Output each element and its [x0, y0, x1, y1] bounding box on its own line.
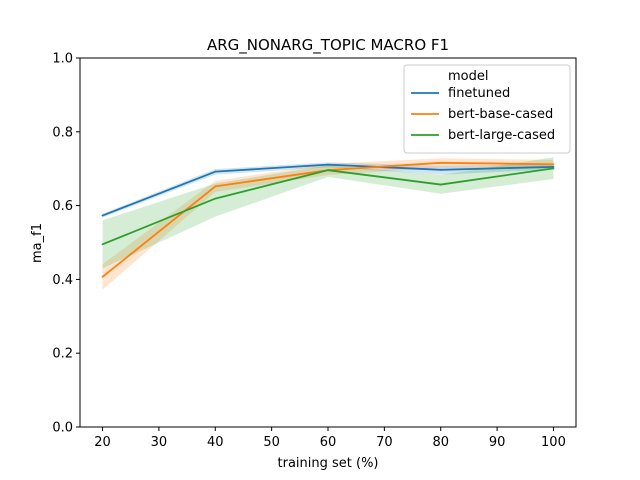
data-point-finetuned — [439, 168, 442, 171]
data-point-bert-large-cased — [327, 169, 329, 172]
x-tick-label: 90 — [489, 435, 506, 450]
series-lines — [101, 161, 555, 278]
legend-label: bert-base-cased — [448, 107, 553, 122]
confidence-band-bert-large-cased — [102, 157, 554, 269]
data-point-bert-base-cased — [101, 275, 104, 278]
y-tick-label: 0.2 — [52, 347, 73, 362]
legend-box — [403, 64, 571, 154]
x-axis-label: training set (%) — [278, 456, 379, 471]
data-point-bert-base-cased — [439, 161, 442, 164]
data-point-bert-large-cased — [101, 243, 104, 246]
data-point-finetuned — [101, 214, 104, 217]
x-tick-label: 20 — [94, 435, 111, 450]
x-tick-label: 80 — [432, 435, 449, 450]
chart-title: ARG_NONARG_TOPIC MACRO F1 — [207, 36, 449, 55]
y-tick-label: 0.8 — [52, 125, 73, 140]
y-tick-label: 0.6 — [52, 199, 73, 214]
x-tick-label: 60 — [320, 435, 337, 450]
x-tick-label: 70 — [376, 435, 393, 450]
y-tick-label: 0.0 — [52, 421, 73, 436]
legend-label: bert-large-cased — [448, 128, 555, 143]
x-tick-label: 30 — [151, 435, 168, 450]
data-point-bert-large-cased — [214, 197, 217, 200]
data-point-bert-base-cased — [552, 163, 555, 166]
confidence-band-bert-base-cased — [102, 158, 554, 290]
y-tick-label: 0.4 — [52, 273, 73, 288]
data-point-bert-base-cased — [214, 185, 217, 188]
data-point-bert-large-cased — [552, 167, 555, 170]
data-point-bert-large-cased — [439, 183, 442, 186]
x-tick-label: 50 — [263, 435, 280, 450]
y-axis-label: ma_f1 — [30, 223, 45, 263]
y-axis-ticks: 0.0 0.2 0.4 0.6 0.8 1.0 — [52, 52, 80, 436]
data-point-finetuned — [552, 165, 555, 168]
y-tick-label: 1.0 — [52, 52, 73, 67]
data-point-finetuned — [327, 163, 329, 166]
x-axis-ticks: 20 30 40 50 60 70 80 90 100 — [94, 427, 566, 450]
legend-label: finetuned — [448, 86, 510, 101]
data-point-finetuned — [214, 170, 217, 173]
x-tick-label: 40 — [207, 435, 224, 450]
legend-title: model — [448, 69, 488, 84]
legend: model finetuned bert-base-cased bert-large… — [403, 64, 571, 154]
x-tick-label: 100 — [541, 435, 566, 450]
